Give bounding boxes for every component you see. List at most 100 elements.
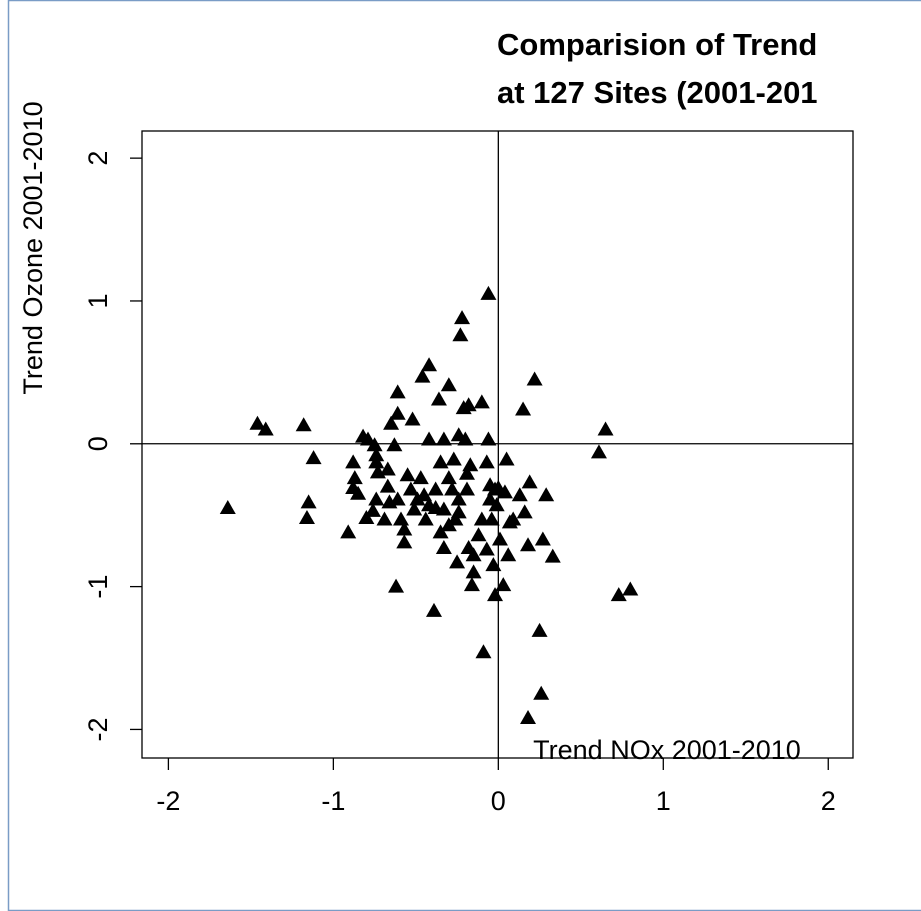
x-tick-label: 0 bbox=[491, 786, 506, 816]
point bbox=[345, 454, 362, 469]
point bbox=[520, 537, 537, 552]
point bbox=[505, 511, 522, 526]
point bbox=[515, 401, 532, 416]
point bbox=[538, 487, 555, 502]
point bbox=[487, 481, 504, 496]
point bbox=[463, 577, 480, 592]
point bbox=[480, 285, 497, 300]
point bbox=[340, 524, 357, 539]
y-tick-label: 0 bbox=[83, 436, 113, 451]
point bbox=[480, 431, 497, 446]
point bbox=[383, 415, 400, 430]
point bbox=[470, 527, 487, 542]
point bbox=[368, 454, 385, 469]
point bbox=[531, 622, 548, 637]
point bbox=[465, 547, 482, 562]
point bbox=[412, 470, 429, 485]
point bbox=[298, 510, 315, 525]
point bbox=[402, 481, 419, 496]
y-axis-label: Trend Ozone 2001-2010 bbox=[18, 101, 48, 394]
point bbox=[376, 511, 393, 526]
point bbox=[478, 454, 495, 469]
point bbox=[450, 491, 467, 506]
point bbox=[421, 431, 438, 446]
point bbox=[435, 431, 452, 446]
point bbox=[421, 357, 438, 372]
point bbox=[389, 384, 406, 399]
point bbox=[475, 644, 492, 659]
point bbox=[454, 310, 471, 325]
point bbox=[399, 467, 416, 482]
point bbox=[300, 494, 317, 509]
point bbox=[544, 548, 561, 563]
point bbox=[417, 511, 434, 526]
point bbox=[444, 481, 461, 496]
point bbox=[368, 447, 385, 462]
plot-area bbox=[141, 130, 854, 759]
point bbox=[487, 587, 504, 602]
point bbox=[516, 504, 533, 519]
point bbox=[460, 397, 477, 412]
point bbox=[590, 444, 607, 459]
x-axis-label: Trend NOx 2001-2010 bbox=[533, 735, 801, 765]
point bbox=[295, 417, 312, 432]
point bbox=[449, 554, 466, 569]
x-tick-label: 2 bbox=[821, 786, 836, 816]
point bbox=[622, 581, 639, 596]
point bbox=[388, 578, 405, 593]
point bbox=[409, 491, 426, 506]
point bbox=[366, 437, 383, 452]
point bbox=[358, 510, 375, 525]
point bbox=[597, 421, 614, 436]
x-tick-label: -2 bbox=[156, 786, 180, 816]
point bbox=[491, 531, 508, 546]
point bbox=[521, 474, 538, 489]
point bbox=[485, 557, 502, 572]
point bbox=[511, 487, 528, 502]
point bbox=[396, 521, 413, 536]
point bbox=[520, 710, 537, 725]
point bbox=[498, 451, 515, 466]
point bbox=[435, 540, 452, 555]
point bbox=[389, 405, 406, 420]
point bbox=[458, 481, 475, 496]
point bbox=[346, 470, 363, 485]
point bbox=[465, 564, 482, 579]
x-tick-label: 1 bbox=[656, 786, 671, 816]
point bbox=[427, 481, 444, 496]
point bbox=[432, 524, 449, 539]
point bbox=[249, 415, 266, 430]
chart-title: at 127 Sites (2001-201 bbox=[497, 75, 818, 110]
point bbox=[404, 411, 421, 426]
point bbox=[440, 470, 457, 485]
point bbox=[500, 547, 517, 562]
point bbox=[457, 431, 474, 446]
point bbox=[610, 587, 627, 602]
point bbox=[495, 577, 512, 592]
y-tick-label: -2 bbox=[83, 717, 113, 741]
chart-title: Comparision of Trend bbox=[497, 27, 817, 62]
point bbox=[483, 511, 500, 526]
y-tick-label: 2 bbox=[83, 151, 113, 166]
point bbox=[350, 485, 367, 500]
point bbox=[379, 478, 396, 493]
point bbox=[219, 500, 236, 515]
point bbox=[305, 450, 322, 465]
point bbox=[432, 454, 449, 469]
point bbox=[368, 491, 385, 506]
y-tick-label: -1 bbox=[83, 575, 113, 599]
point bbox=[364, 502, 381, 517]
point bbox=[450, 504, 467, 519]
point bbox=[430, 391, 447, 406]
point bbox=[534, 531, 551, 546]
point bbox=[440, 377, 457, 392]
point bbox=[445, 451, 462, 466]
point bbox=[440, 517, 457, 532]
point bbox=[386, 437, 403, 452]
point bbox=[488, 497, 505, 512]
frame bbox=[7, 0, 921, 911]
point bbox=[257, 421, 274, 436]
point bbox=[473, 394, 490, 409]
x-tick-label: -1 bbox=[321, 786, 345, 816]
